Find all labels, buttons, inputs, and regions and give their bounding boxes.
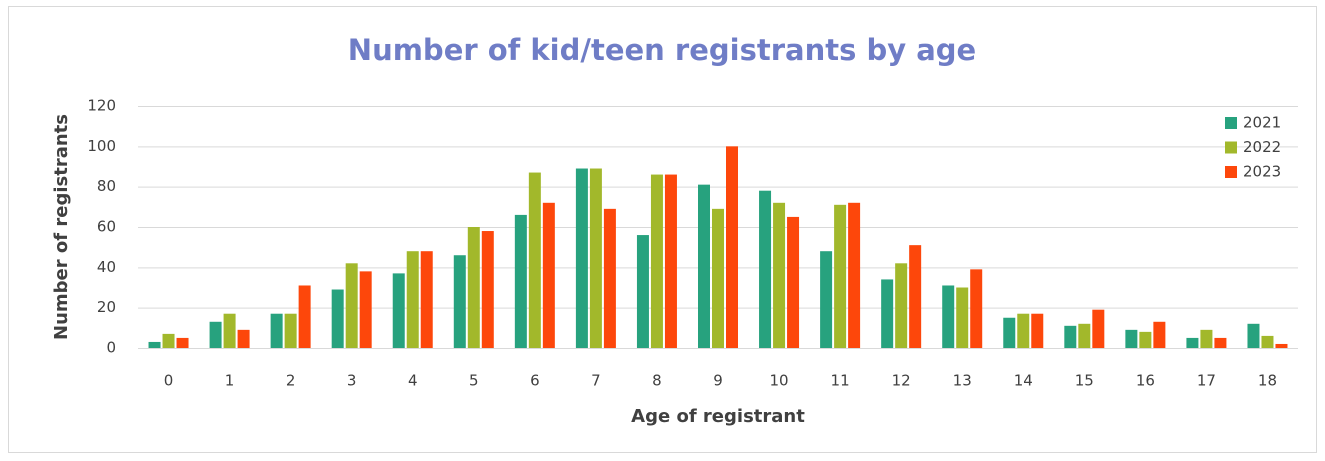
bar	[1125, 329, 1138, 348]
x-tick-label: 6	[530, 372, 540, 390]
bar	[1200, 329, 1213, 348]
legend-label: 2021	[1243, 114, 1281, 132]
y-tick-label: 60	[97, 218, 116, 236]
bar	[848, 202, 861, 348]
bar	[542, 202, 555, 348]
bar	[176, 337, 189, 348]
bar	[773, 202, 786, 348]
bar	[834, 204, 847, 348]
x-tick-label: 13	[953, 372, 972, 390]
y-tick-label: 40	[97, 258, 116, 276]
bar	[650, 174, 663, 348]
y-tick-label: 100	[87, 137, 116, 155]
bar	[359, 271, 372, 348]
legend-label: 2022	[1243, 138, 1281, 156]
bar	[420, 251, 433, 348]
x-tick-label: 5	[469, 372, 479, 390]
x-tick-label: 16	[1136, 372, 1155, 390]
y-tick-label: 80	[97, 177, 116, 195]
legend-label: 2023	[1243, 163, 1281, 181]
x-tick-label: 0	[164, 372, 174, 390]
bar	[345, 263, 358, 348]
bar	[970, 269, 983, 348]
legend-swatch	[1225, 166, 1237, 178]
bar	[942, 285, 955, 348]
bar	[1078, 323, 1091, 348]
bar	[759, 190, 772, 348]
bar	[956, 287, 969, 348]
bar	[1275, 343, 1288, 348]
chart-title: Number of kid/teen registrants by age	[348, 33, 976, 67]
x-tick-label: 12	[892, 372, 911, 390]
x-tick-label: 1	[225, 372, 235, 390]
x-tick-label: 7	[591, 372, 601, 390]
bar	[820, 251, 833, 348]
bar	[698, 184, 710, 348]
bar	[237, 329, 250, 348]
bar	[636, 235, 649, 348]
bar	[1092, 309, 1105, 348]
y-axis-title: Number of registrants	[51, 114, 72, 340]
bar	[589, 168, 602, 348]
x-tick-label: 4	[408, 372, 418, 390]
bar	[298, 285, 311, 348]
bar	[481, 231, 494, 348]
bar	[514, 214, 527, 348]
bar	[1003, 317, 1016, 348]
bar	[1139, 331, 1152, 348]
bar	[406, 251, 419, 348]
y-tick-label: 0	[106, 339, 116, 357]
bar	[1017, 313, 1030, 348]
bar	[528, 172, 541, 348]
legend-swatch	[1225, 117, 1237, 129]
x-tick-label: 2	[286, 372, 296, 390]
bar	[284, 313, 297, 348]
bar	[881, 279, 894, 348]
bar	[223, 313, 236, 348]
x-tick-label: 14	[1014, 372, 1033, 390]
bar	[726, 146, 738, 348]
bar	[712, 208, 724, 348]
bar	[603, 208, 616, 348]
bar	[895, 263, 908, 348]
x-tick-label: 9	[713, 372, 723, 390]
bar	[331, 289, 344, 348]
y-tick-label: 20	[97, 298, 116, 316]
bar	[1064, 325, 1077, 348]
bar	[1261, 335, 1274, 348]
bar	[270, 313, 283, 348]
bar	[392, 273, 405, 348]
x-tick-label: 10	[770, 372, 789, 390]
bar	[209, 321, 222, 348]
x-tick-label: 18	[1258, 372, 1277, 390]
bar	[575, 168, 588, 348]
x-tick-label: 3	[347, 372, 357, 390]
x-tick-label: 11	[831, 372, 850, 390]
bar	[148, 341, 161, 348]
legend-swatch	[1225, 141, 1237, 154]
bar	[787, 216, 800, 348]
bar	[1247, 323, 1260, 348]
x-tick-label: 17	[1197, 372, 1216, 390]
bar	[1153, 321, 1166, 348]
y-tick-label: 120	[87, 97, 116, 115]
bar	[467, 227, 480, 348]
bar	[1031, 313, 1044, 348]
bar	[664, 174, 677, 348]
bar	[909, 245, 922, 348]
bar	[1186, 337, 1199, 348]
bar	[162, 333, 175, 348]
bar	[453, 255, 466, 348]
x-axis-title: Age of registrant	[631, 406, 805, 427]
x-tick-label: 15	[1075, 372, 1094, 390]
x-tick-label: 8	[652, 372, 662, 390]
bar	[1214, 337, 1227, 348]
